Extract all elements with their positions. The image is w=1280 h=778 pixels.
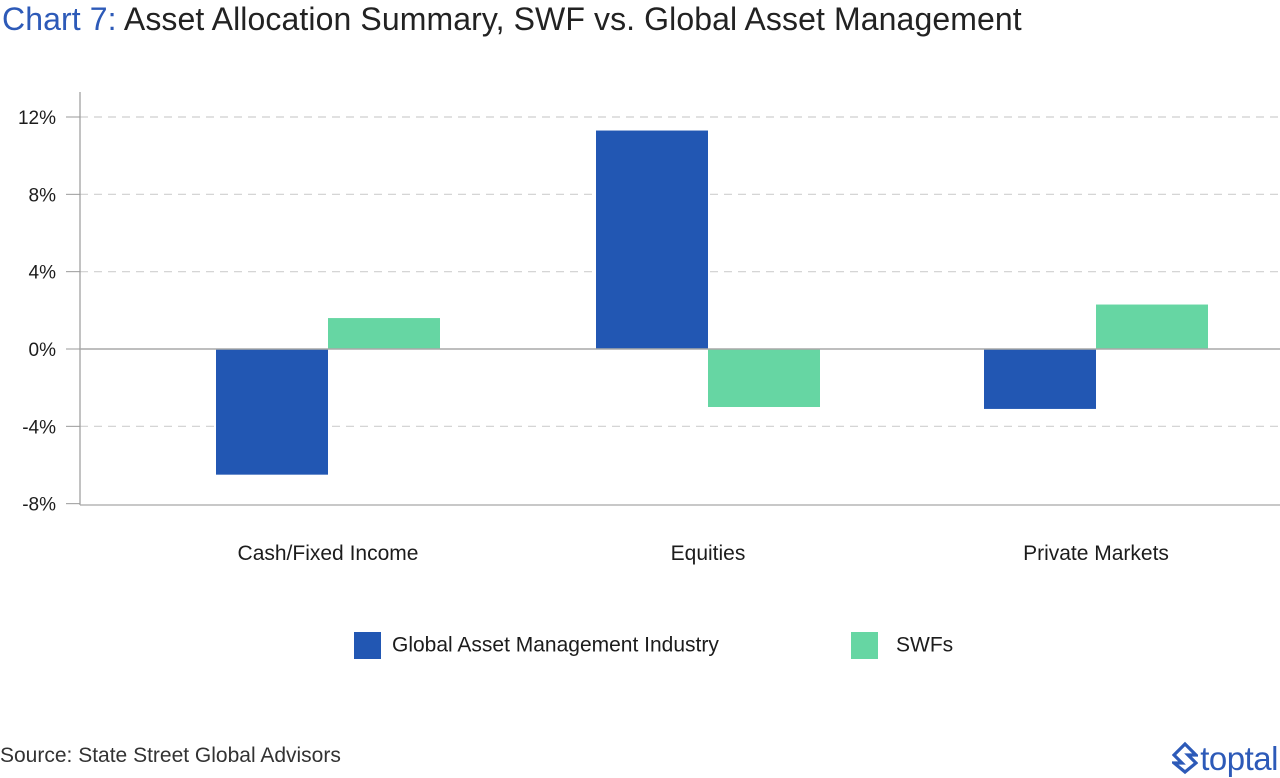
chart-number: Chart 7: [2, 1, 117, 37]
toptal-logo-icon [1172, 741, 1199, 775]
chart-title: Chart 7: Asset Allocation Summary, SWF v… [2, 1, 1022, 38]
legend-label: SWFs [896, 634, 953, 657]
toptal-logo: toptal [1172, 738, 1278, 778]
legend-swatch [354, 632, 381, 659]
bars [216, 130, 1208, 475]
bar [708, 349, 820, 407]
y-tick-label: -8% [22, 495, 56, 516]
axis-labels: 12% 8% 4% 0% -4% -8% Cash/Fixed Income Equities… [18, 108, 1169, 565]
y-tick-label: 12% [18, 108, 56, 129]
y-tick-label: -4% [22, 417, 56, 438]
bar [328, 318, 440, 349]
legend-label: Global Asset Management Industry [392, 634, 719, 657]
category-label: Cash/Fixed Income [238, 542, 419, 565]
bar [984, 349, 1096, 409]
axes [66, 92, 1280, 506]
category-label: Equities [671, 542, 746, 565]
bar [216, 349, 328, 475]
source-note: Source: State Street Global Advisors [0, 744, 341, 767]
bar [1096, 304, 1208, 349]
brand-name: toptal [1200, 739, 1278, 777]
bar [596, 130, 708, 349]
legend-swatch [851, 632, 878, 659]
category-label: Private Markets [1023, 542, 1169, 565]
y-tick-label: 0% [29, 340, 57, 361]
chart-title-text: Asset Allocation Summary, SWF vs. Global… [123, 1, 1022, 37]
y-tick-label: 8% [29, 185, 57, 206]
y-tick-label: 4% [29, 263, 57, 284]
legend: Global Asset Management Industry SWFs [354, 632, 953, 659]
bar-chart: 12% 8% 4% 0% -4% -8% Cash/Fixed Income Equities… [18, 92, 1280, 659]
